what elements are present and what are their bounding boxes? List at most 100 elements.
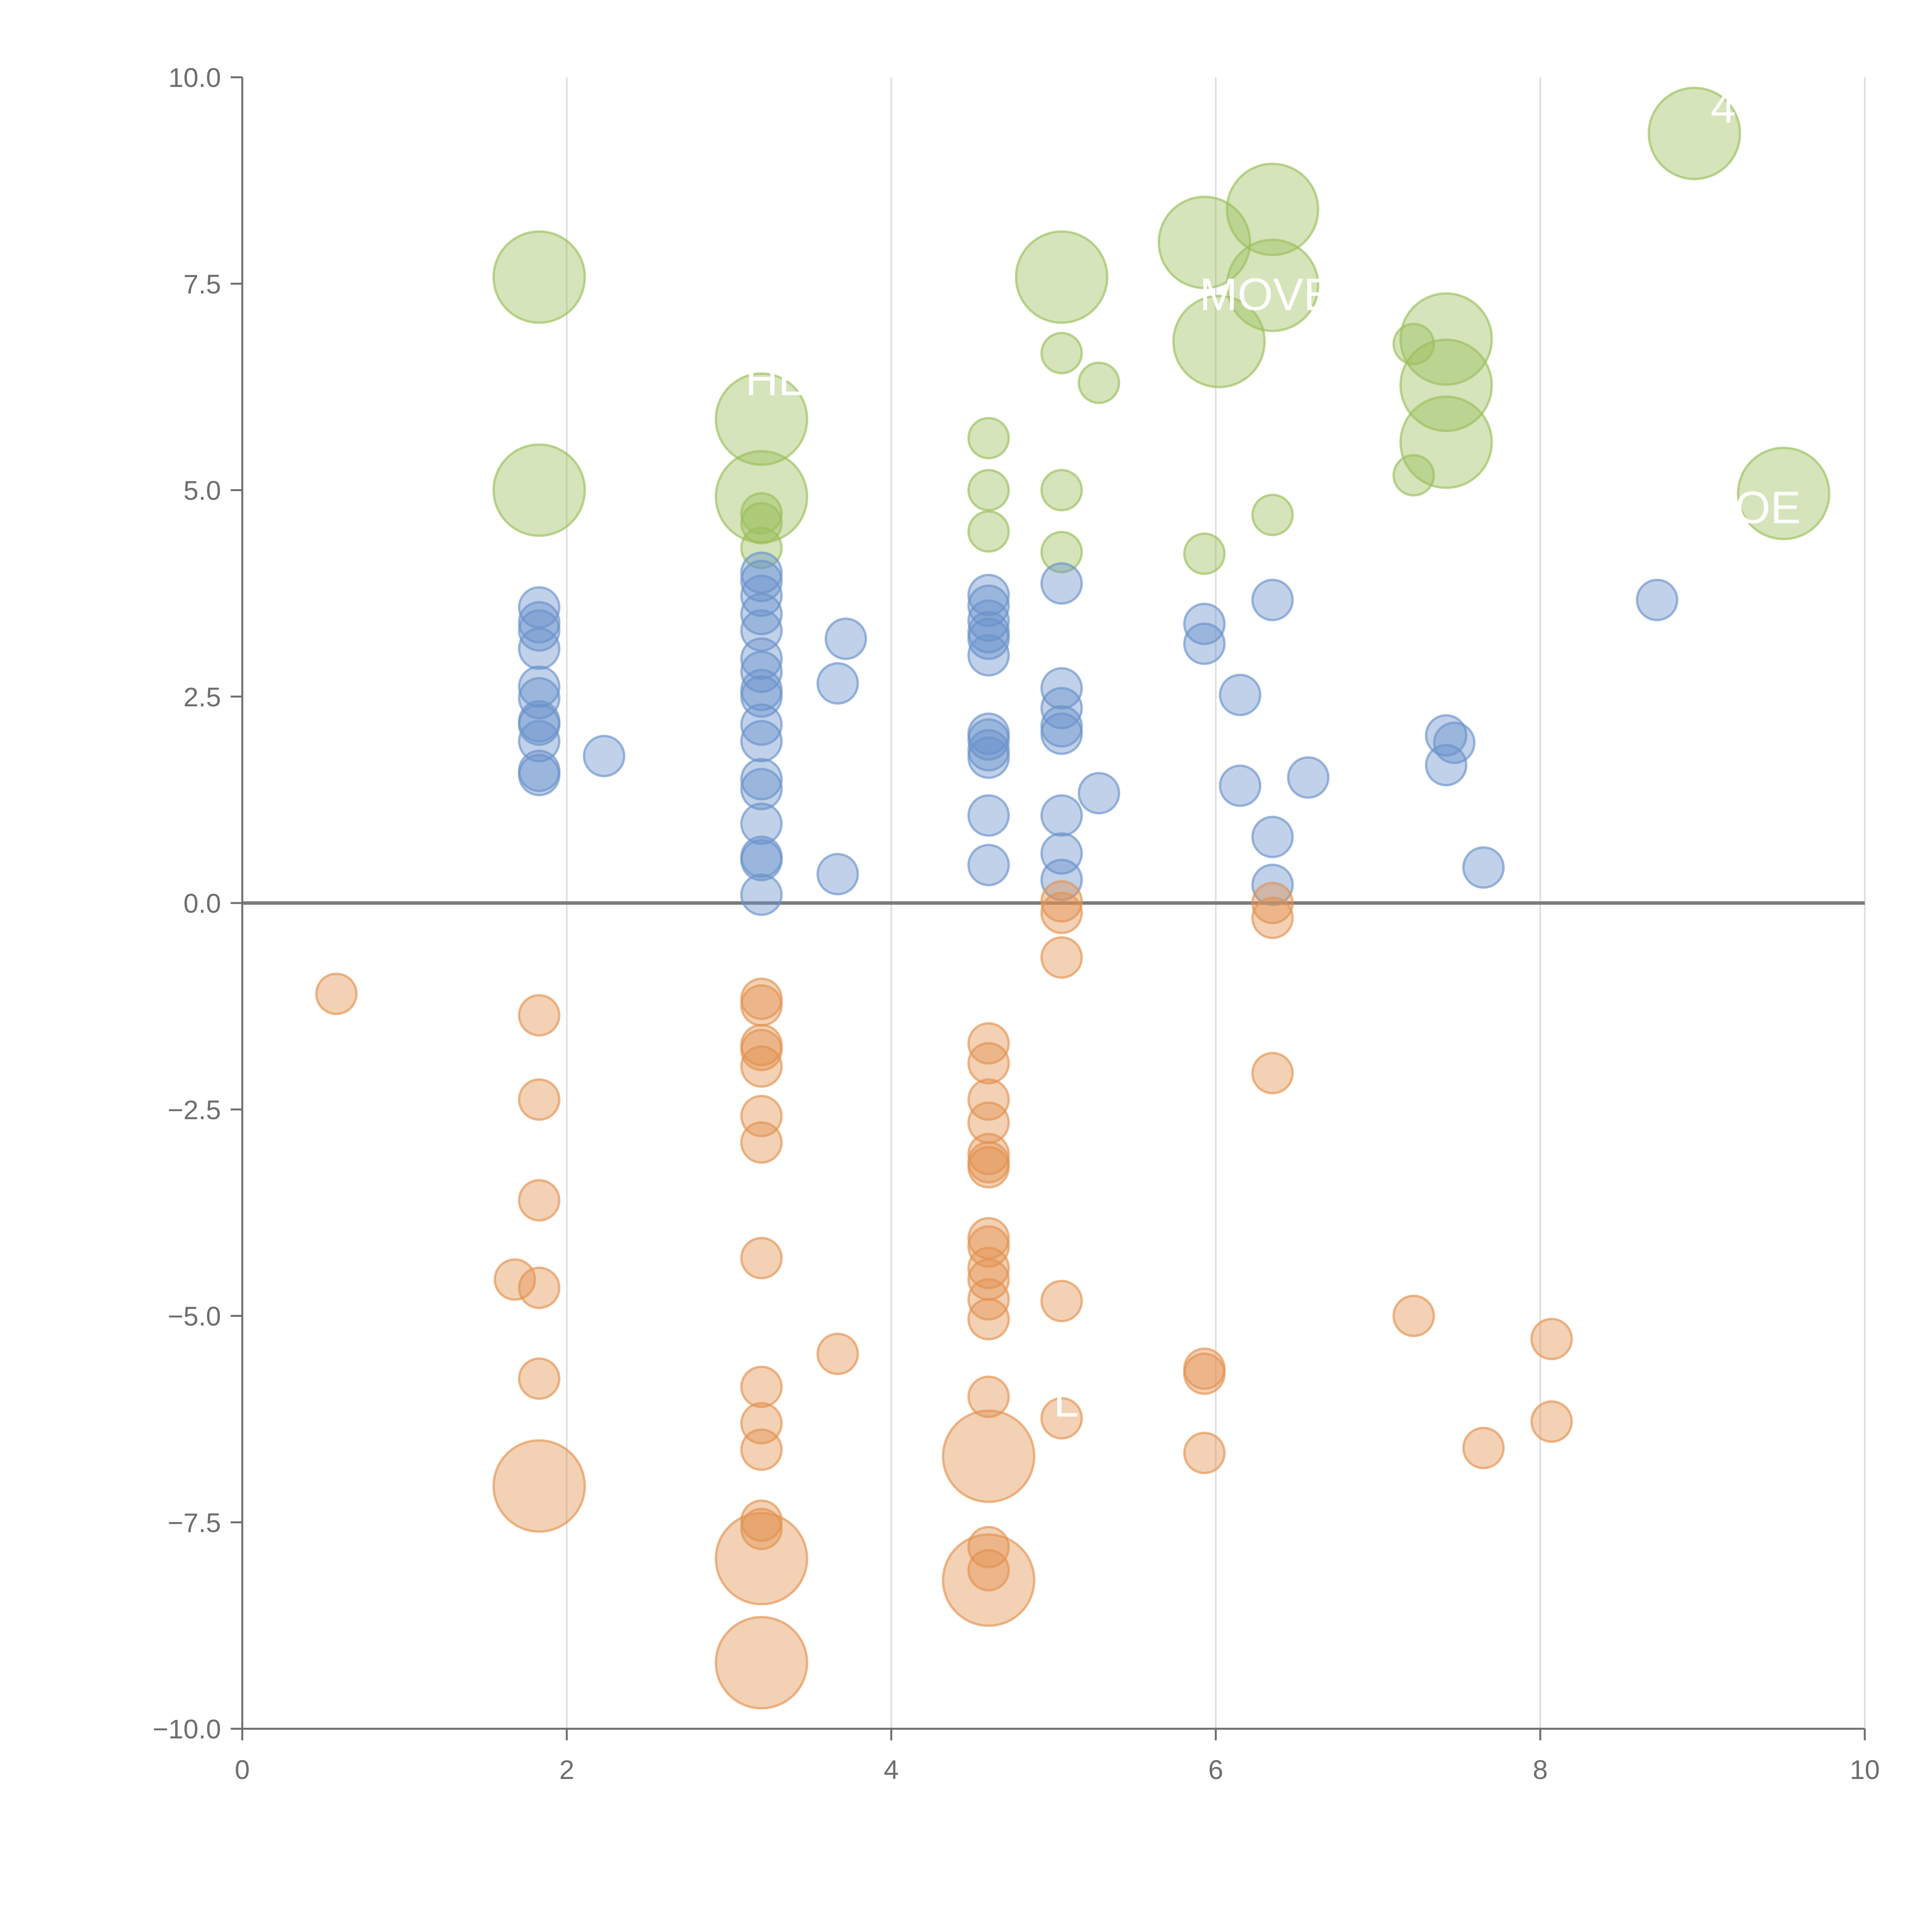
blue-point-52: [1078, 772, 1121, 815]
orange-point-54: [1462, 1427, 1505, 1469]
blue-point-15: [740, 593, 783, 636]
blue-point-21: [740, 703, 783, 746]
green-point-9: [967, 510, 1010, 553]
orange-point-36: [967, 1298, 1010, 1341]
blue-point-57: [1251, 578, 1294, 621]
green-point-0: [492, 230, 586, 324]
blue-point-34: [967, 599, 1010, 642]
green-point-19: [1226, 238, 1320, 332]
blue-point-17: [740, 637, 783, 680]
orange-point-21: [714, 1512, 808, 1605]
blue-point-64: [1462, 846, 1505, 889]
green-point-11: [1040, 332, 1083, 374]
green-point-8: [967, 469, 1010, 512]
orange-point-51: [1251, 896, 1294, 939]
orange-point-18: [740, 1428, 783, 1471]
green-point-1: [492, 443, 586, 537]
y-tick-label-7: 7.5: [184, 269, 221, 299]
orange-point-3: [518, 1179, 561, 1222]
blue-point-41: [967, 736, 1010, 779]
blue-point-51: [1040, 859, 1083, 901]
y-tick-label-0: −10.0: [153, 1714, 221, 1744]
blue-point-14: [740, 575, 783, 617]
blue-point-31: [816, 853, 859, 896]
blue-point-61: [1425, 714, 1468, 757]
blue-point-32: [967, 573, 1010, 616]
blue-point-30: [825, 617, 867, 660]
green-point-17: [1183, 532, 1226, 575]
blue-point-56: [1219, 764, 1262, 807]
orange-point-2: [518, 1078, 561, 1121]
orange-point-37: [967, 1375, 1010, 1418]
blue-point-11: [583, 735, 626, 777]
y-tick-label-4: 0.0: [184, 888, 221, 918]
orange-point-11: [740, 1029, 783, 1071]
orange-point-42: [1040, 880, 1083, 923]
orange-point-49: [1183, 1432, 1226, 1475]
y-tick-label-2: −5.0: [168, 1301, 221, 1332]
annotation-label-1: MOVE: [1199, 269, 1334, 320]
orange-point-23: [816, 1332, 859, 1375]
blue-point-62: [1433, 721, 1476, 764]
green-point-7: [967, 417, 1010, 459]
blue-point-28: [740, 873, 783, 916]
y-tick-label-8: 10.0: [168, 63, 221, 93]
orange-point-41: [942, 1533, 1036, 1627]
blue-point-25: [740, 802, 783, 845]
blue-point-63: [1425, 744, 1468, 787]
green-point-14: [1078, 361, 1121, 404]
blue-point-42: [967, 794, 1010, 837]
x-tick-label-2: 4: [884, 1755, 899, 1785]
orange-point-56: [1530, 1400, 1573, 1443]
orange-point-50: [1251, 882, 1294, 924]
green-point-13: [1040, 531, 1083, 573]
blue-point-65: [1636, 578, 1679, 621]
orange-point-9: [740, 984, 783, 1027]
x-tick-label-5: 10: [1850, 1755, 1880, 1785]
annotations: HE MOVE 4 OE L: [745, 82, 1801, 1427]
blue-point-59: [1251, 863, 1294, 906]
blue-point-49: [1040, 794, 1083, 837]
annotation-label-3: OE: [1735, 482, 1801, 533]
blue-point-8: [518, 720, 561, 763]
orange-point-53: [1392, 1294, 1435, 1337]
orange-point-0: [315, 973, 358, 1015]
orange-point-39: [967, 1526, 1010, 1568]
blue-point-58: [1251, 816, 1294, 859]
orange-point-22: [714, 1616, 808, 1710]
orange-point-45: [1040, 1280, 1083, 1323]
annotation-label-4: L: [1054, 1376, 1079, 1427]
blue-point-43: [967, 844, 1010, 886]
blue-point-36: [967, 617, 1010, 660]
orange-point-46: [1040, 1397, 1083, 1440]
orange-point-48: [1183, 1352, 1226, 1395]
green-point-2: [714, 372, 808, 466]
blue-point-46: [1040, 687, 1083, 730]
blue-point-24: [740, 768, 783, 811]
orange-point-30: [967, 1146, 1010, 1189]
y-tick-label-5: 2.5: [184, 682, 221, 712]
x-tick-label-0: 0: [235, 1755, 250, 1785]
green-point-5: [740, 502, 783, 544]
green-point-26: [1648, 87, 1742, 180]
orange-point-55: [1530, 1318, 1573, 1361]
blue-point-4: [518, 665, 561, 708]
green-point-6: [740, 527, 783, 570]
y-tick-label-3: −2.5: [168, 1095, 221, 1125]
orange-point-7: [492, 1439, 586, 1533]
blue-point-54: [1183, 622, 1226, 665]
blue-point-22: [740, 720, 783, 763]
orange-point-14: [740, 1121, 783, 1164]
orange-point-5: [518, 1266, 561, 1309]
annotation-label-2: 4: [1711, 82, 1736, 133]
blue-point-18: [740, 650, 783, 693]
blue-point-60: [1287, 756, 1330, 799]
orange-point-32: [967, 1225, 1010, 1268]
blue-point-29: [816, 662, 859, 705]
green-point-24: [1399, 338, 1493, 432]
orange-point-6: [518, 1357, 561, 1400]
y-tick-label-6: 5.0: [184, 476, 221, 506]
orange-point-4: [493, 1258, 536, 1301]
orange-point-1: [518, 994, 561, 1037]
